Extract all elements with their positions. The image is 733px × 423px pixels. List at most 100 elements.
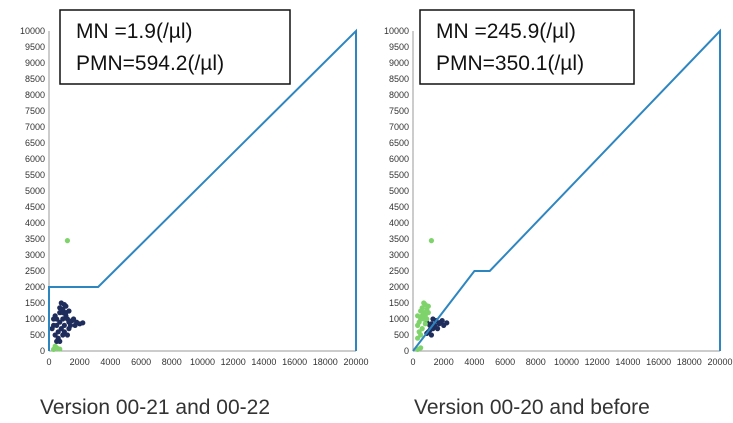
left-y-tick-label: 8500 xyxy=(25,74,45,84)
right-y-tick-label: 7500 xyxy=(389,106,409,116)
right-data-point xyxy=(418,345,424,351)
left-y-tick-label: 9500 xyxy=(25,42,45,52)
right-y-tick-label: 4000 xyxy=(389,218,409,228)
right-data-point xyxy=(415,313,421,319)
left-y-tick-label: 1500 xyxy=(25,298,45,308)
right-info-box xyxy=(419,9,635,85)
left-y-tick-label: 10000 xyxy=(20,26,45,36)
left-data-point xyxy=(61,322,67,328)
left-y-tick-label: 8000 xyxy=(25,90,45,100)
left-y-tick-labels: 0 500 1000 1500 2000 2500 3000 3500 4000 4500 5000… xyxy=(20,26,45,356)
left-x-tick-label: 0 xyxy=(46,357,51,367)
left-x-tick-label: 6000 xyxy=(131,357,151,367)
right-y-tick-label: 9500 xyxy=(389,42,409,52)
left-data-point xyxy=(60,332,66,338)
right-data-point xyxy=(419,313,425,319)
left-data-point xyxy=(54,322,60,328)
left-data-point xyxy=(72,322,78,328)
left-y-tick-label: 0 xyxy=(40,346,45,356)
right-x-tick-label: 4000 xyxy=(464,357,484,367)
left-x-tick-label: 10000 xyxy=(190,357,215,367)
right-chart-panel: 0 500 1000 1500 2000 2500 3000 3500 4000 4500 5000… xyxy=(384,9,733,419)
right-data-point xyxy=(439,318,445,324)
left-x-tick-label: 16000 xyxy=(282,357,307,367)
left-x-tick-label: 12000 xyxy=(221,357,246,367)
right-data-point xyxy=(422,321,428,327)
right-data-point xyxy=(441,322,447,328)
right-points xyxy=(415,238,450,352)
right-y-tick-label: 1500 xyxy=(389,298,409,308)
left-x-tick-labels: 0 2000 4000 6000 8000 10000 12000 14000 16000 180… xyxy=(46,357,368,367)
left-data-point xyxy=(64,316,71,322)
left-info-box xyxy=(59,9,291,85)
left-data-point xyxy=(61,302,67,308)
left-y-tick-label: 2500 xyxy=(25,266,45,276)
left-y-tick-label: 1000 xyxy=(25,314,45,324)
right-x-tick-label: 8000 xyxy=(526,357,546,367)
left-y-tick-label: 5500 xyxy=(25,170,45,180)
left-y-tick-label: 5000 xyxy=(25,186,45,196)
left-data-point xyxy=(57,305,63,311)
right-data-point xyxy=(418,308,424,314)
left-y-tick-label: 6000 xyxy=(25,154,45,164)
right-data-point xyxy=(430,316,436,322)
right-x-tick-label: 0 xyxy=(410,357,415,367)
right-y-tick-label: 6000 xyxy=(389,154,409,164)
right-data-point xyxy=(416,319,422,325)
left-y-tick-label: 3500 xyxy=(25,234,45,244)
left-data-point xyxy=(57,346,63,352)
left-y-tick-label: 4000 xyxy=(25,218,45,228)
left-data-point xyxy=(64,238,71,244)
left-data-point xyxy=(66,308,72,314)
right-y-tick-label: 2000 xyxy=(389,282,409,292)
left-y-tick-label: 7000 xyxy=(25,122,45,132)
right-y-tick-label: 500 xyxy=(394,330,409,340)
right-y-tick-label: 9000 xyxy=(389,58,409,68)
right-y-tick-label: 3500 xyxy=(389,234,409,244)
right-y-tick-label: 10000 xyxy=(384,26,409,36)
left-data-point xyxy=(67,322,74,328)
left-data-point xyxy=(57,338,63,344)
left-chart-panel: 0 500 1000 1500 2000 2500 3000 3500 4000 4500 5000… xyxy=(20,9,369,419)
right-x-tick-label: 18000 xyxy=(677,357,702,367)
left-points xyxy=(49,238,86,352)
left-threshold-line xyxy=(48,28,357,351)
right-x-tick-labels: 0 2000 4000 6000 8000 10000 12000 14000 16000 180… xyxy=(410,357,732,367)
right-x-tick-label: 20000 xyxy=(707,357,732,367)
right-x-tick-label: 16000 xyxy=(646,357,671,367)
right-y-tick-label: 3000 xyxy=(389,250,409,260)
left-y-tick-label: 500 xyxy=(30,330,45,340)
right-data-point xyxy=(428,238,435,244)
right-y-tick-label: 7000 xyxy=(389,122,409,132)
right-y-tick-label: 0 xyxy=(404,346,409,356)
left-data-point xyxy=(70,316,77,322)
right-x-tick-label: 12000 xyxy=(585,357,610,367)
left-data-point xyxy=(51,316,57,322)
right-x-tick-label: 6000 xyxy=(495,357,515,367)
right-y-tick-label: 8500 xyxy=(389,74,409,84)
right-y-tick-label: 6500 xyxy=(389,138,409,148)
left-x-tick-label: 2000 xyxy=(70,357,90,367)
left-y-tick-label: 7500 xyxy=(25,106,45,116)
right-x-tick-label: 14000 xyxy=(615,357,640,367)
left-data-point xyxy=(64,332,71,338)
left-y-tick-label: 4500 xyxy=(25,202,45,212)
right-y-tick-label: 5500 xyxy=(389,170,409,180)
left-data-point xyxy=(77,321,83,327)
left-info-line-2: PMN=594.2(/µl) xyxy=(76,52,224,75)
right-info-line-1: MN =245.9(/µl) xyxy=(436,20,576,43)
right-info-line-2: PMN=350.1(/µl) xyxy=(436,52,584,75)
right-data-point xyxy=(424,316,430,322)
right-caption: Version 00-20 and before xyxy=(414,396,650,419)
left-data-point xyxy=(60,316,66,322)
left-data-point xyxy=(49,326,55,332)
right-threshold-line xyxy=(412,28,721,352)
right-y-tick-label: 8000 xyxy=(389,90,409,100)
left-x-tick-label: 8000 xyxy=(162,357,182,367)
left-caption: Version 00-21 and 00-22 xyxy=(40,396,270,419)
right-data-point xyxy=(415,335,421,341)
left-y-tick-label: 2000 xyxy=(25,282,45,292)
right-y-tick-labels: 0 500 1000 1500 2000 2500 3000 3500 4000 4500 5000… xyxy=(384,26,409,356)
right-x-tick-label: 2000 xyxy=(434,357,454,367)
